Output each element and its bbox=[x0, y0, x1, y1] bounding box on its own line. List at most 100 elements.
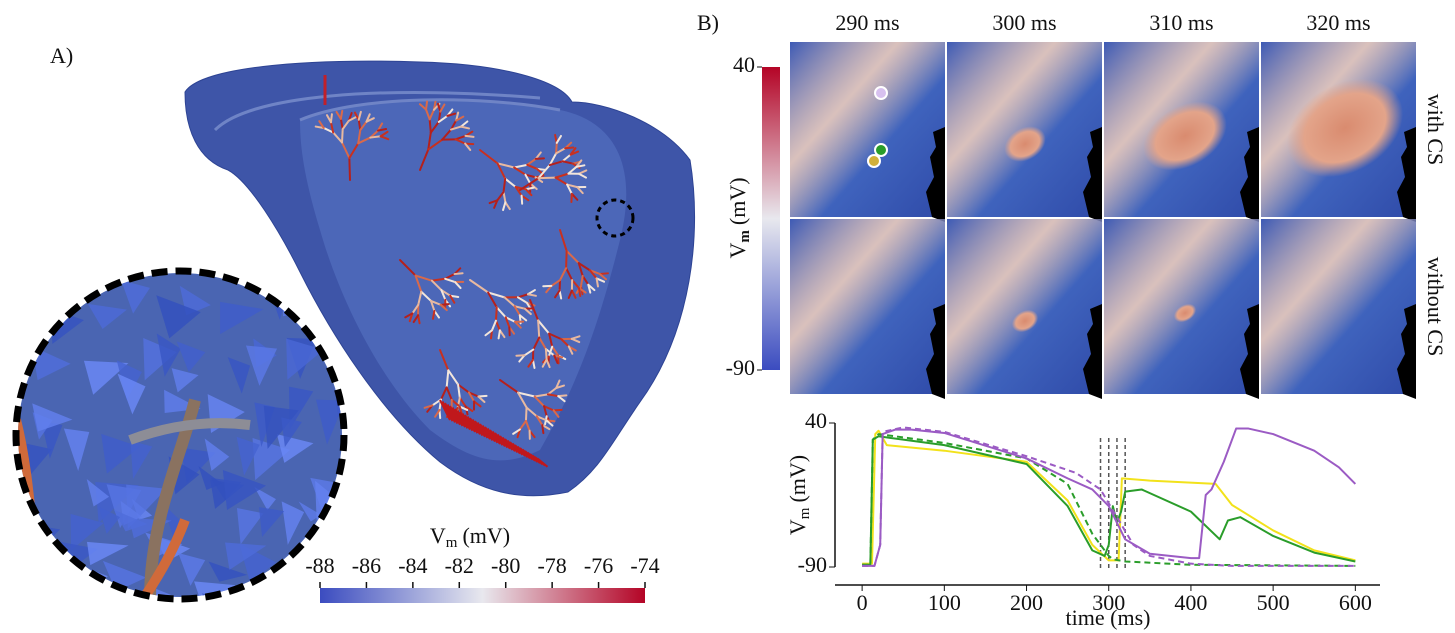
branch bbox=[404, 312, 414, 319]
branch bbox=[339, 117, 344, 131]
branch bbox=[577, 172, 588, 179]
tissue-edge bbox=[926, 127, 945, 222]
branch bbox=[587, 283, 592, 294]
branch bbox=[566, 183, 579, 189]
branch bbox=[474, 420, 486, 438]
excitation bbox=[1173, 303, 1197, 323]
branch bbox=[502, 201, 507, 212]
branch bbox=[499, 379, 520, 394]
mesh-facet bbox=[254, 486, 276, 511]
branch bbox=[533, 393, 549, 398]
branch bbox=[559, 229, 568, 252]
branch bbox=[538, 336, 547, 351]
branch bbox=[570, 289, 577, 299]
branch bbox=[554, 289, 561, 299]
branch bbox=[329, 121, 335, 134]
branch bbox=[377, 122, 384, 132]
panel-label: B) bbox=[697, 10, 719, 35]
label-main: V bbox=[430, 523, 446, 548]
branch bbox=[454, 138, 467, 145]
tissue-edge bbox=[926, 304, 945, 399]
branch bbox=[469, 417, 481, 435]
branch bbox=[571, 279, 580, 290]
zoom-marker bbox=[595, 198, 635, 238]
branch bbox=[445, 369, 450, 389]
branch bbox=[516, 293, 529, 299]
branch bbox=[494, 319, 501, 332]
branch bbox=[555, 141, 558, 155]
x-tick-label: 100 bbox=[928, 590, 961, 615]
mesh-facet bbox=[20, 442, 52, 475]
branch bbox=[464, 134, 475, 138]
label-main: V bbox=[785, 519, 810, 535]
branch bbox=[575, 164, 586, 168]
branch bbox=[504, 316, 511, 329]
branch bbox=[425, 100, 429, 111]
branch bbox=[369, 135, 382, 139]
branch bbox=[532, 336, 541, 351]
mesh-facet bbox=[41, 421, 63, 459]
branch bbox=[598, 272, 608, 281]
branch bbox=[550, 279, 562, 287]
zoom-inset bbox=[12, 267, 348, 603]
branch bbox=[524, 188, 533, 197]
branch bbox=[454, 408, 466, 428]
colorbar-tick-label: 40 bbox=[733, 52, 755, 77]
branch bbox=[514, 185, 523, 197]
snapshot-grid bbox=[790, 42, 1416, 399]
branch bbox=[477, 395, 486, 403]
snapshot bbox=[790, 219, 945, 394]
branch bbox=[555, 379, 561, 390]
branch bbox=[449, 405, 461, 426]
label-sub: m bbox=[797, 507, 813, 519]
mesh-facet bbox=[24, 586, 64, 597]
mesh-facet bbox=[244, 592, 269, 597]
branch bbox=[420, 290, 432, 302]
mesh-facet bbox=[117, 373, 146, 415]
mesh-facet bbox=[70, 513, 104, 551]
excitation bbox=[1004, 126, 1046, 162]
branch bbox=[537, 319, 541, 339]
branch bbox=[450, 398, 461, 408]
branch bbox=[459, 411, 471, 431]
branch bbox=[481, 424, 494, 441]
branch bbox=[428, 118, 432, 134]
branch bbox=[555, 134, 562, 144]
branch bbox=[341, 119, 350, 131]
branch bbox=[561, 153, 572, 163]
colorbar-label: Vm (mV) bbox=[725, 177, 753, 258]
branch bbox=[488, 199, 499, 205]
x-tick-label: 500 bbox=[1257, 590, 1290, 615]
branch bbox=[458, 396, 467, 408]
column-label: 310 ms bbox=[1149, 10, 1213, 35]
branch bbox=[533, 395, 546, 408]
excitation bbox=[1011, 309, 1039, 333]
branch bbox=[548, 160, 564, 167]
branch bbox=[579, 274, 584, 288]
series-line bbox=[862, 433, 1356, 567]
branch bbox=[467, 391, 476, 403]
colorbar bbox=[320, 588, 645, 603]
colorbar-tick-label: -88 bbox=[305, 553, 334, 578]
mesh-facet bbox=[194, 581, 236, 597]
branch bbox=[411, 303, 420, 315]
branch bbox=[437, 114, 449, 123]
branch bbox=[517, 391, 528, 409]
branch bbox=[446, 404, 459, 425]
branch bbox=[440, 289, 447, 301]
branch bbox=[414, 274, 433, 282]
branch bbox=[441, 401, 454, 422]
branch bbox=[518, 419, 527, 431]
mesh-facet bbox=[63, 428, 90, 471]
mesh-facet bbox=[263, 405, 299, 449]
branch bbox=[565, 267, 574, 282]
branch bbox=[457, 383, 461, 399]
branch bbox=[497, 329, 501, 340]
branch bbox=[447, 369, 460, 386]
branch bbox=[502, 177, 507, 193]
branch bbox=[437, 110, 442, 123]
branch bbox=[489, 429, 501, 445]
branch bbox=[537, 319, 551, 335]
branch bbox=[445, 386, 453, 401]
branch bbox=[429, 120, 440, 134]
